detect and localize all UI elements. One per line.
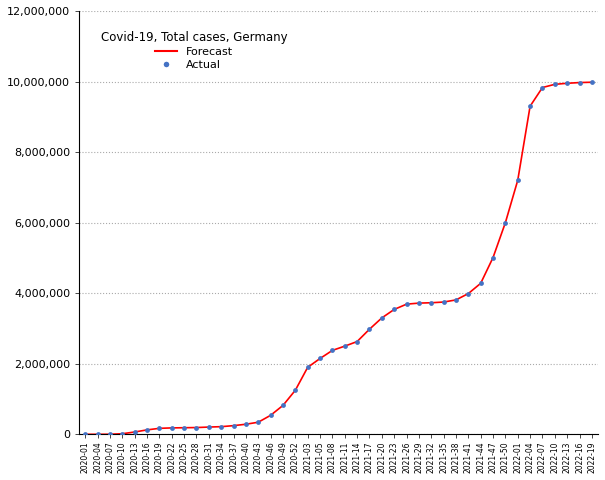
- Point: [414, 299, 424, 307]
- Point: [327, 347, 337, 354]
- Point: [93, 431, 102, 438]
- Point: [167, 424, 177, 432]
- Point: [427, 299, 436, 307]
- Point: [538, 84, 548, 91]
- Point: [451, 296, 461, 304]
- Point: [575, 79, 584, 86]
- Point: [562, 79, 572, 87]
- Point: [525, 102, 535, 110]
- Point: [365, 325, 374, 333]
- Point: [390, 306, 399, 313]
- Point: [377, 314, 387, 322]
- Point: [488, 254, 498, 262]
- Point: [402, 300, 411, 308]
- Point: [439, 298, 448, 306]
- Point: [105, 431, 115, 438]
- Point: [117, 430, 127, 438]
- Point: [290, 386, 300, 394]
- Point: [229, 422, 238, 430]
- Point: [154, 424, 164, 432]
- Point: [204, 423, 214, 431]
- Point: [340, 342, 350, 350]
- Point: [80, 431, 90, 438]
- Point: [241, 420, 250, 428]
- Point: [513, 177, 523, 184]
- Point: [476, 279, 485, 287]
- Point: [587, 78, 597, 86]
- Point: [142, 426, 152, 434]
- Point: [303, 363, 313, 371]
- Legend: Forecast, Actual: Forecast, Actual: [95, 25, 293, 76]
- Point: [315, 355, 325, 362]
- Point: [253, 419, 263, 426]
- Point: [179, 424, 189, 432]
- Point: [130, 428, 140, 436]
- Point: [352, 338, 362, 346]
- Point: [192, 424, 201, 432]
- Point: [217, 423, 226, 431]
- Point: [278, 402, 288, 409]
- Point: [266, 411, 275, 419]
- Point: [463, 290, 473, 298]
- Point: [550, 81, 560, 88]
- Point: [500, 219, 510, 227]
